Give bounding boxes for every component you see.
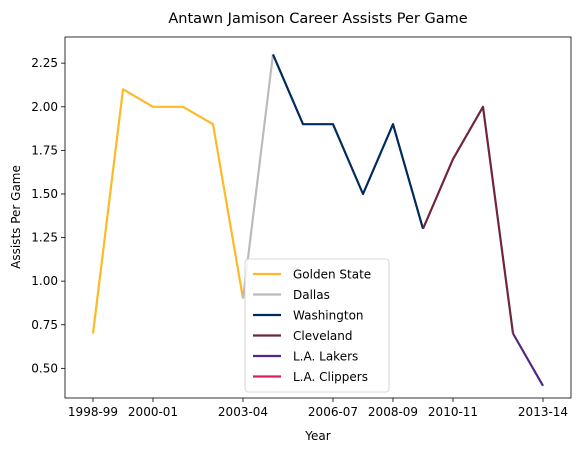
x-tick-label: 2006-07 bbox=[308, 405, 358, 419]
legend-label: L.A. Lakers bbox=[293, 350, 358, 364]
y-tick-label: 2.25 bbox=[31, 56, 58, 70]
y-tick-label: 0.50 bbox=[31, 361, 58, 375]
plot-lines bbox=[91, 53, 544, 387]
x-axis: 1998-99 2000-01 2003-04 2006-07 2008-09 2010-… bbox=[68, 398, 568, 419]
legend: Golden State Dallas Washington Cleveland L.A… bbox=[244, 258, 390, 393]
legend-label: Dallas bbox=[293, 288, 330, 302]
series-line-3 bbox=[421, 105, 515, 334]
y-tick-label: 1.50 bbox=[31, 187, 58, 201]
x-tick-label: 1998-99 bbox=[68, 405, 118, 419]
series-line-2 bbox=[271, 53, 425, 230]
legend-label: L.A. Clippers bbox=[293, 370, 368, 384]
series-line-0 bbox=[91, 88, 245, 334]
x-tick-label: 2003-04 bbox=[218, 405, 268, 419]
legend-label: Washington bbox=[293, 309, 364, 323]
y-axis-label: Assists Per Game bbox=[9, 165, 23, 269]
legend-label: Golden State bbox=[293, 268, 371, 282]
x-axis-label: Year bbox=[304, 429, 330, 443]
series-line-1 bbox=[241, 54, 275, 299]
y-tick-label: 1.00 bbox=[31, 274, 58, 288]
chart-title: Antawn Jamison Career Assists Per Game bbox=[168, 11, 467, 27]
y-axis: 0.50 0.75 1.00 1.25 1.50 1.75 2.00 2.25 bbox=[31, 56, 65, 375]
series-line-4 bbox=[512, 332, 544, 387]
y-tick-label: 2.00 bbox=[31, 100, 58, 114]
y-tick-label: 1.25 bbox=[31, 231, 58, 245]
legend-frame bbox=[244, 258, 390, 393]
y-tick-label: 1.75 bbox=[31, 143, 58, 157]
x-tick-label: 2013-14 bbox=[518, 405, 568, 419]
legend-label: Cleveland bbox=[293, 329, 353, 343]
y-tick-label: 0.75 bbox=[31, 318, 58, 332]
x-tick-label: 2000-01 bbox=[128, 405, 178, 419]
x-tick-label: 2010-11 bbox=[428, 405, 478, 419]
x-tick-label: 2008-09 bbox=[368, 405, 418, 419]
plot-frame bbox=[64, 36, 572, 399]
